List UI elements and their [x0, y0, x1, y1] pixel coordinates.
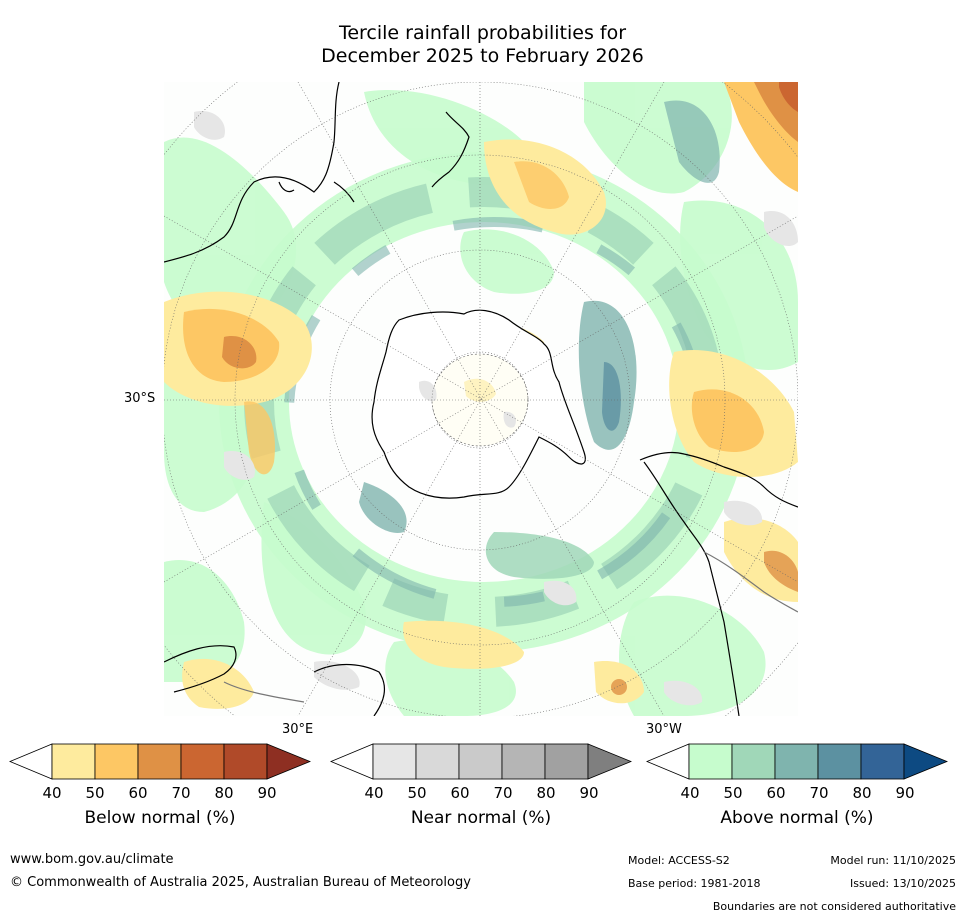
colorbar-above-label: Above normal (%) [720, 808, 874, 828]
colorbar-segment [372, 743, 417, 780]
map-svg [164, 82, 798, 716]
tick-label: 70 [809, 784, 829, 802]
footer-url[interactable]: www.bom.gov.au/climate [10, 852, 174, 867]
colorbar-segment [137, 743, 182, 780]
africa-coastline [164, 645, 386, 716]
colorbar-segment [223, 743, 268, 780]
colorbar-near-segments [330, 743, 632, 780]
colorbar-under-triangle [9, 743, 53, 780]
lat-label-30s: 30°S [124, 391, 156, 406]
colorbar-segment [180, 743, 225, 780]
colorbar-segment [774, 743, 819, 780]
colorbar-over-triangle [903, 743, 948, 780]
colorbar-below-segments [9, 743, 311, 780]
south-america-coastline [639, 451, 798, 716]
tick-label: 90 [895, 784, 915, 802]
colorbar-near-label: Near normal (%) [410, 808, 552, 828]
footer-issued: Issued: 13/10/2025 [849, 877, 956, 890]
colorbar-over-triangle [266, 743, 311, 780]
tick-label: 80 [536, 784, 556, 802]
tick-label: 60 [450, 784, 470, 802]
colorbar-segment [688, 743, 733, 780]
colorbar-below-label: Below normal (%) [84, 808, 236, 828]
colorbar-segment [544, 743, 589, 780]
colorbar-segment [860, 743, 905, 780]
colorbar-over-triangle [587, 743, 632, 780]
tick-label: 70 [171, 784, 191, 802]
colorbar-near-normal [330, 743, 632, 780]
lon-label-30e: 30°E [282, 722, 314, 737]
lon-label-30w: 30°W [646, 722, 682, 737]
tick-label: 40 [680, 784, 700, 802]
colorbar-segment [501, 743, 546, 780]
tick-label: 50 [407, 784, 427, 802]
footer-disclaimer: Boundaries are not considered authoritat… [712, 900, 956, 913]
map-title: Tercile rainfall probabilities for Decem… [0, 22, 965, 68]
title-line-1: Tercile rainfall probabilities for [338, 22, 627, 44]
tick-label: 90 [579, 784, 599, 802]
colorbar-above-segments [646, 743, 948, 780]
australia-coastline [164, 82, 355, 263]
footer-base-period: Base period: 1981-2018 [628, 877, 761, 890]
footer-model: Model: ACCESS-S2 [628, 854, 730, 867]
colorbar-segment [731, 743, 776, 780]
tick-label: 80 [214, 784, 234, 802]
graticule [164, 82, 798, 716]
tick-label: 40 [42, 784, 62, 802]
colorbar-segment [415, 743, 460, 780]
colorbar-below-normal [9, 743, 311, 780]
footer-model-run: Model run: 11/10/2025 [830, 854, 956, 867]
tick-label: 60 [128, 784, 148, 802]
title-line-2: December 2025 to February 2026 [321, 45, 644, 67]
colorbar-segment [458, 743, 503, 780]
tick-label: 90 [257, 784, 277, 802]
new-zealand-coastline [431, 111, 470, 188]
colorbar-segment [817, 743, 862, 780]
tick-label: 50 [723, 784, 743, 802]
tick-label: 70 [493, 784, 513, 802]
tick-label: 50 [85, 784, 105, 802]
colorbar-segment [94, 743, 139, 780]
above-normal-high [359, 100, 720, 579]
colorbar-under-triangle [646, 743, 690, 780]
colorbar-above-normal [646, 743, 948, 780]
colorbar-under-triangle [330, 743, 374, 780]
rainfall-probability-map [164, 82, 798, 716]
footer-copyright: © Commonwealth of Australia 2025, Austra… [10, 875, 471, 890]
tick-label: 80 [852, 784, 872, 802]
tick-label: 60 [766, 784, 786, 802]
colorbar-segment [51, 743, 96, 780]
tick-label: 40 [364, 784, 384, 802]
